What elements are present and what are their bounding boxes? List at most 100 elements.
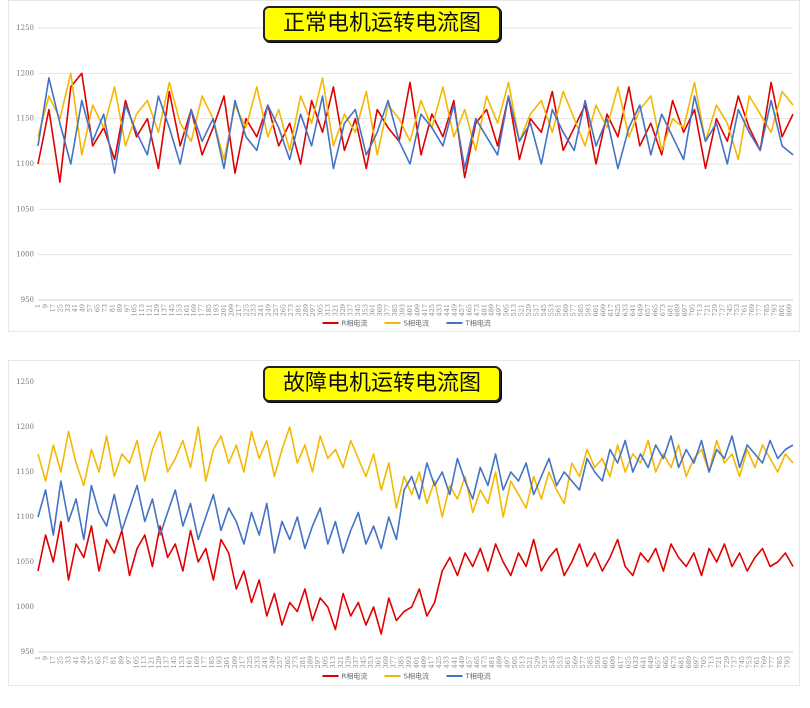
x-tick-label: 777: [768, 656, 776, 668]
x-tick-label: 769: [761, 656, 769, 668]
x-tick-label: 201: [220, 304, 228, 316]
x-tick-label: 345: [359, 656, 367, 668]
x-tick-label: 9: [42, 656, 50, 660]
x-tick-label: 465: [465, 304, 473, 316]
y-tick-label: 950: [21, 648, 34, 656]
x-tick-label: 641: [640, 656, 648, 668]
x-tick-label: 753: [745, 656, 753, 668]
x-tick-label: 649: [647, 656, 655, 668]
y-tick-label: 1200: [16, 423, 34, 431]
x-tick-label: 761: [753, 656, 761, 668]
x-tick-label: 161: [183, 304, 191, 316]
x-tick-label: 137: [160, 304, 168, 316]
series-line-0: [37, 520, 794, 635]
x-tick-label: 257: [272, 304, 280, 316]
x-tick-label: 41: [72, 656, 80, 664]
x-tick-label: 369: [376, 304, 384, 316]
x-tick-label: 777: [756, 304, 764, 316]
x-tick-label: 321: [332, 304, 340, 316]
x-tick-label: 337: [352, 656, 360, 668]
x-tick-label: 273: [287, 304, 295, 316]
chart-fault-title: 故障电机运转电流图: [263, 366, 502, 402]
x-tick-label: 297: [314, 656, 322, 668]
x-tick-label: 113: [140, 656, 148, 668]
x-tick-label: 577: [570, 304, 578, 316]
x-tick-label: 457: [458, 304, 466, 316]
x-tick-label: 465: [473, 656, 481, 668]
series-line-0: [37, 72, 794, 183]
x-tick-label: 761: [741, 304, 749, 316]
x-tick-label: 441: [443, 304, 451, 316]
x-tick-label: 529: [534, 656, 542, 668]
x-tick-label: 377: [390, 656, 398, 668]
x-tick-label: 9: [41, 304, 49, 308]
y-tick-label: 1050: [16, 558, 34, 566]
x-tick-label: 249: [269, 656, 277, 668]
legend-label: T相电流: [465, 319, 491, 328]
legend-label: R相电流: [342, 672, 368, 681]
x-tick-label: 537: [532, 304, 540, 316]
x-tick-label: 697: [692, 656, 700, 668]
x-tick-label: 657: [644, 304, 652, 316]
x-tick-label: 393: [398, 304, 406, 316]
x-tick-label: 665: [651, 304, 659, 316]
x-tick-label: 313: [329, 656, 337, 668]
x-tick-label: 689: [685, 656, 693, 668]
x-tick-label: 81: [108, 304, 116, 312]
x-tick-label: 665: [662, 656, 670, 668]
x-tick-label: 481: [488, 656, 496, 668]
x-tick-label: 153: [175, 304, 183, 316]
x-tick-label: 33: [64, 304, 72, 312]
x-tick-label: 49: [79, 656, 87, 664]
x-tick-label: 129: [155, 656, 163, 668]
x-tick-label: 105: [132, 656, 140, 668]
x-tick-label: 737: [730, 656, 738, 668]
x-tick-label: 601: [592, 304, 600, 316]
chart-normal-panel: 950 1000 1050 1100 1150 1200 1250 1 9 17 25 33 41 49 5…: [8, 0, 800, 332]
x-tick-label: 585: [577, 304, 585, 316]
x-tick-label: 569: [571, 656, 579, 668]
x-tick-label: 801: [778, 304, 786, 316]
y-tick-label: 950: [21, 296, 34, 304]
y-tick-label: 1100: [16, 513, 34, 521]
x-tick-label: 569: [562, 304, 570, 316]
x-tick-label: 497: [503, 656, 511, 668]
x-tick-label: 337: [346, 304, 354, 316]
y-tick-label: 1200: [16, 69, 34, 77]
x-tick-label: 273: [291, 656, 299, 668]
x-tick-label: 129: [153, 304, 161, 316]
x-tick-label: 81: [110, 656, 118, 664]
x-tick-label: 89: [116, 304, 124, 312]
x-tick-label: 65: [95, 656, 103, 664]
x-tick-label: 73: [101, 304, 109, 312]
x-tick-label: 401: [412, 656, 420, 668]
x-tick-label: 545: [549, 656, 557, 668]
x-tick-label: 617: [607, 304, 615, 316]
x-tick-label: 153: [178, 656, 186, 668]
x-tick-label: 33: [64, 656, 72, 664]
x-tick-label: 673: [670, 656, 678, 668]
y-tick-label: 1250: [16, 24, 34, 32]
x-tick-label: 473: [473, 304, 481, 316]
x-tick-label: 257: [276, 656, 284, 668]
x-tick-label: 609: [599, 304, 607, 316]
x-tick-label: 425: [428, 304, 436, 316]
x-tick-label: 121: [146, 304, 154, 316]
x-tick-label: 321: [337, 656, 345, 668]
x-tick-label: 289: [306, 656, 314, 668]
legend-label: S相电流: [404, 672, 429, 681]
x-tick-label: 529: [525, 304, 533, 316]
x-tick-label: 209: [227, 304, 235, 316]
x-tick-label: 785: [776, 656, 784, 668]
x-tick-label: 137: [163, 656, 171, 668]
x-tick-label: 809: [785, 304, 793, 316]
x-tick-label: 1: [34, 656, 42, 660]
x-tick-label: 377: [384, 304, 392, 316]
x-tick-label: 169: [193, 656, 201, 668]
x-tick-label: 753: [733, 304, 741, 316]
x-tick-label: 433: [443, 656, 451, 668]
legend-label: R相电流: [342, 319, 368, 328]
y-tick-label: 1000: [16, 251, 34, 259]
x-tick-label: 745: [726, 304, 734, 316]
x-tick-label: 353: [367, 656, 375, 668]
